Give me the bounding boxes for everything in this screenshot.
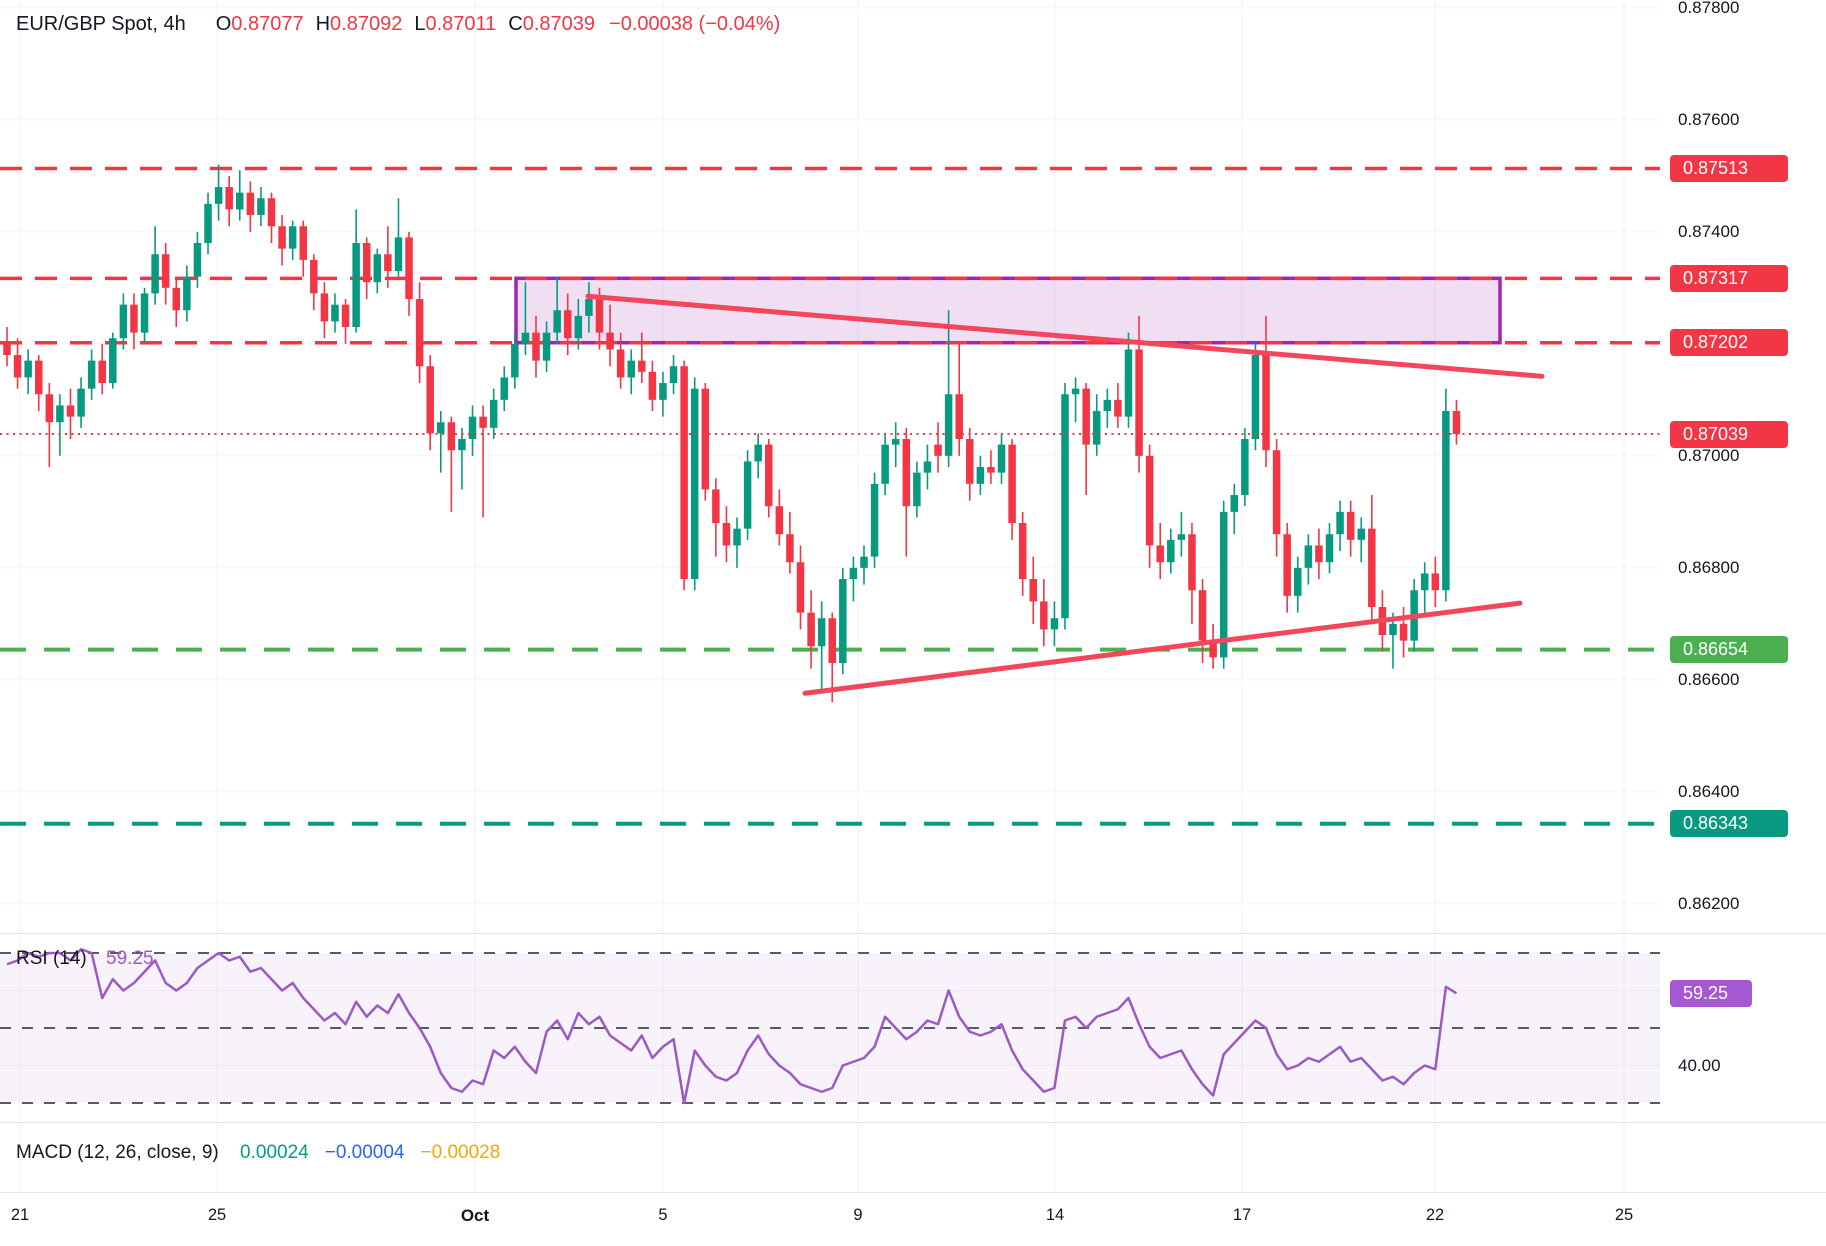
macd-indicator-row: MACD (12, 26, close, 9) 0.00024 −0.00004−… (16, 1142, 500, 1164)
rsi-current-value: 59.25 (106, 948, 154, 969)
low-label: L (414, 13, 426, 35)
time-axis-label: 25 (1614, 1206, 1634, 1224)
price-level-badge: 0.86654 (1670, 636, 1788, 664)
time-axis-label: 21 (10, 1206, 30, 1224)
price-level-badge: 0.87513 (1670, 155, 1788, 183)
macd-values: 0.00024 −0.00004 −0.00028 (224, 1142, 500, 1163)
candles-layer[interactable] (3, 164, 1461, 703)
price-level-lines[interactable] (0, 166, 1660, 826)
change-value: −0.00038 (−0.04%) (609, 13, 781, 35)
macd-value: −0.00004 (324, 1142, 405, 1163)
macd-value: 0.00024 (240, 1142, 309, 1163)
price-axis-label: 0.87000 (1678, 445, 1740, 465)
price-axis-label: 0.86400 (1678, 781, 1740, 801)
time-axis-label: 14 (1045, 1206, 1065, 1224)
rsi-indicator-row: RSI (14) 59.25 (16, 948, 154, 970)
price-level-badge: 0.86343 (1670, 810, 1788, 838)
time-axis-label: 17 (1232, 1206, 1252, 1224)
rsi-band-background (0, 953, 1660, 1103)
symbol-title[interactable]: EUR/GBP Spot, 4h (16, 13, 186, 35)
price-level-badge: 0.87317 (1670, 264, 1788, 292)
pane-separator[interactable] (0, 933, 1826, 934)
price-axis-label: 0.87400 (1678, 221, 1740, 241)
rsi-line (6, 948, 1458, 1105)
price-axis-label: 0.86600 (1678, 669, 1740, 689)
chart-legend: EUR/GBP Spot, 4h O0.87077 H0.87092 L0.87011… (16, 13, 780, 36)
descending-trendline[interactable] (585, 293, 1545, 379)
close-label: C (508, 13, 523, 35)
open-label: O (215, 13, 232, 35)
time-axis-label: 9 (853, 1206, 863, 1224)
high-label: H (315, 13, 331, 35)
pane-separator[interactable] (0, 1122, 1826, 1123)
rsi-indicator-title[interactable]: RSI (14) (16, 948, 87, 969)
price-level-badge: 0.87039 (1670, 420, 1788, 448)
open-value: 0.87077 (231, 13, 304, 35)
rsi-axis-label: 40.00 (1678, 1055, 1721, 1075)
price-level-badge: 59.25 (1670, 979, 1752, 1007)
gridlines (0, 0, 1660, 1192)
ascending-trendline[interactable] (802, 600, 1523, 696)
macd-indicator-title[interactable]: MACD (12, 26, close, 9) (16, 1142, 219, 1163)
price-axis-label: 0.86200 (1678, 893, 1740, 913)
time-axis-label: 22 (1425, 1206, 1445, 1224)
time-axis-label: 5 (658, 1206, 668, 1224)
high-value: 0.87092 (330, 13, 403, 35)
price-axis-label: 0.86800 (1678, 557, 1740, 577)
time-axis-label: 25 (207, 1206, 227, 1224)
time-axis-separator (0, 1192, 1826, 1193)
price-level-badge: 0.87202 (1670, 329, 1788, 357)
time-axis-label: Oct (460, 1206, 490, 1225)
macd-value: −0.00028 (420, 1142, 501, 1163)
close-value: 0.87039 (522, 13, 596, 35)
low-value: 0.87011 (425, 13, 497, 35)
price-axis-label: 0.87800 (1678, 0, 1740, 17)
price-axis-label: 0.87600 (1678, 109, 1740, 129)
